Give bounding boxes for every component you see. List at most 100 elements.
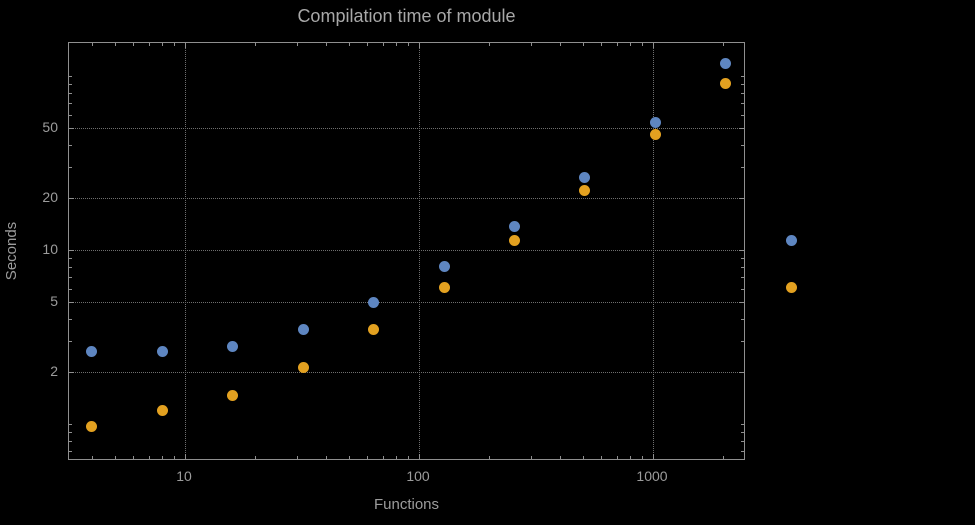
x-tick: [133, 43, 135, 46]
y-tick: [741, 166, 744, 168]
x-tick: [489, 43, 491, 46]
data-point-series-1: [579, 172, 591, 184]
y-tick: [69, 76, 72, 77]
data-point-series-1: [227, 340, 239, 352]
x-tick: [185, 43, 186, 48]
x-tick: [616, 456, 618, 459]
x-tick: [419, 454, 420, 459]
y-tick: [69, 102, 72, 104]
y-tick: [741, 83, 744, 85]
chart-title: Compilation time of module: [297, 6, 516, 26]
x-tick: [133, 456, 135, 459]
x-tick: [723, 43, 725, 46]
x-tick: [162, 43, 164, 46]
y-tick: [739, 128, 744, 130]
data-point-series-1: [509, 220, 521, 232]
data-point-series-1: [438, 261, 450, 273]
y-tick: [69, 166, 72, 168]
x-tick: [559, 43, 561, 46]
y-tick-label: 5: [50, 293, 58, 310]
data-point-series-2: [579, 184, 591, 196]
x-tick: [530, 43, 532, 46]
x-tick: [419, 43, 420, 48]
legend-marker-series-2: [785, 281, 797, 293]
y-tick: [739, 302, 744, 304]
x-tick: [396, 43, 398, 46]
x-tick-label: 10: [176, 468, 192, 484]
grid-line-horizontal: [69, 250, 744, 251]
x-tick: [630, 43, 632, 46]
x-tick-label: 1000: [636, 468, 668, 484]
x-tick: [489, 456, 491, 459]
y-tick: [741, 92, 744, 94]
y-tick: [69, 431, 72, 433]
y-tick: [69, 340, 72, 342]
y-tick: [69, 276, 72, 278]
y-tick: [69, 197, 74, 199]
x-tick: [174, 43, 176, 46]
grid-line-horizontal: [69, 128, 744, 130]
grid-line-horizontal: [69, 197, 744, 199]
y-tick: [741, 276, 744, 278]
x-tick: [582, 456, 584, 459]
y-tick-label: 2: [50, 362, 58, 379]
y-tick: [69, 371, 74, 373]
x-tick: [185, 454, 186, 459]
x-tick: [174, 456, 176, 459]
x-tick: [148, 456, 150, 459]
y-tick: [741, 114, 744, 116]
data-point-series-2: [649, 129, 661, 141]
x-tick: [91, 456, 93, 459]
y-tick: [69, 114, 72, 116]
x-tick: [325, 456, 327, 459]
y-tick: [739, 371, 744, 373]
y-tick: [741, 340, 744, 342]
x-tick: [296, 43, 298, 46]
data-point-series-2: [156, 404, 168, 416]
y-tick: [741, 288, 744, 290]
x-tick: [601, 456, 603, 459]
data-point-series-1: [86, 346, 98, 358]
grid-line-vertical: [653, 43, 654, 459]
data-point-series-2: [720, 78, 732, 90]
y-tick: [69, 92, 72, 94]
grid-line-horizontal: [69, 371, 744, 373]
data-point-series-2: [509, 234, 521, 246]
y-tick: [69, 440, 72, 442]
x-tick: [382, 43, 384, 46]
x-tick: [616, 43, 618, 46]
y-tick: [741, 450, 744, 452]
grid-line-horizontal: [69, 302, 744, 304]
y-tick: [741, 102, 744, 104]
x-tick: [148, 43, 150, 46]
y-tick: [739, 197, 744, 199]
y-tick: [739, 250, 744, 251]
y-tick: [741, 440, 744, 442]
data-point-series-1: [156, 346, 168, 358]
x-tick-label: 100: [406, 468, 430, 484]
y-tick: [69, 450, 72, 452]
data-point-series-1: [720, 57, 732, 69]
data-point-series-1: [297, 323, 309, 335]
y-tick: [69, 319, 72, 321]
x-tick: [348, 456, 350, 459]
x-tick: [408, 43, 410, 46]
data-point-series-2: [438, 281, 450, 293]
y-tick: [69, 424, 72, 425]
x-tick: [91, 43, 93, 46]
y-tick: [69, 145, 72, 147]
x-tick: [325, 43, 327, 46]
y-tick: [741, 266, 744, 268]
x-tick: [382, 456, 384, 459]
x-tick: [559, 456, 561, 459]
x-tick: [630, 456, 632, 459]
x-tick: [653, 43, 654, 48]
x-tick: [367, 456, 369, 459]
y-tick: [741, 431, 744, 433]
x-tick: [162, 456, 164, 459]
y-tick: [69, 257, 72, 259]
x-tick: [723, 456, 725, 459]
data-point-series-2: [227, 390, 239, 402]
x-tick: [114, 43, 116, 46]
